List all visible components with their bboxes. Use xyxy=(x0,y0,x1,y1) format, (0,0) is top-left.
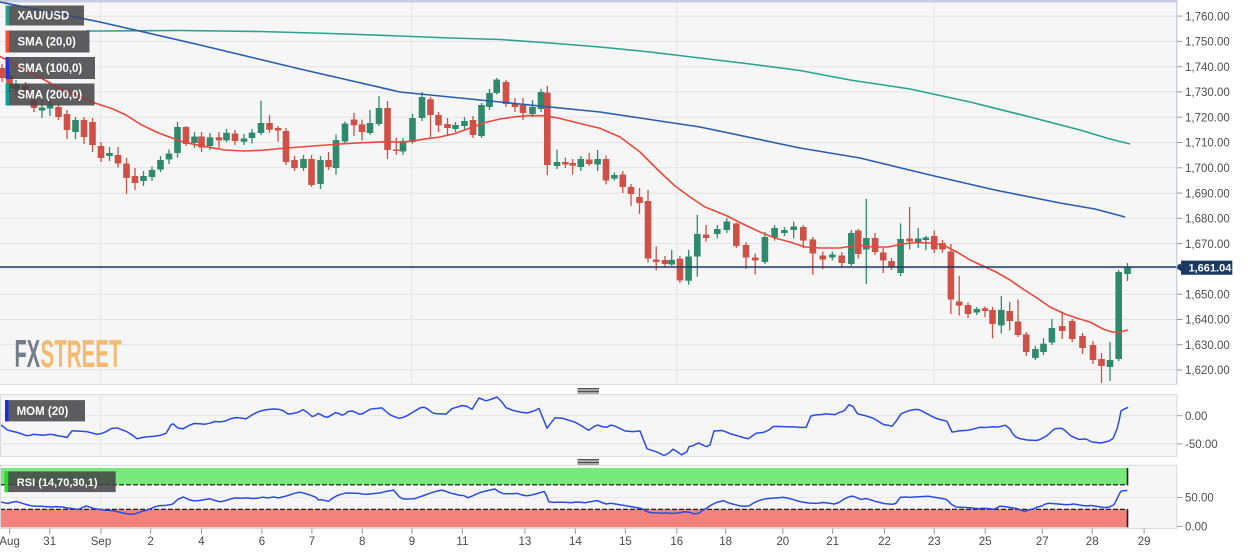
svg-text:27: 27 xyxy=(1036,536,1049,548)
svg-text:1,700.00: 1,700.00 xyxy=(1185,163,1230,175)
svg-text:1,650.00: 1,650.00 xyxy=(1185,289,1230,301)
svg-text:14: 14 xyxy=(569,536,582,548)
svg-text:1,730.00: 1,730.00 xyxy=(1185,87,1230,99)
svg-text:1,640.00: 1,640.00 xyxy=(1185,315,1230,327)
svg-text:4: 4 xyxy=(198,536,205,548)
svg-text:SMA (200,0): SMA (200,0) xyxy=(18,90,83,102)
svg-text:8: 8 xyxy=(359,536,365,548)
svg-text:1,630.00: 1,630.00 xyxy=(1185,340,1230,352)
svg-text:20: 20 xyxy=(776,536,789,548)
svg-text:1,661.04: 1,661.04 xyxy=(1189,263,1233,275)
svg-text:11: 11 xyxy=(456,536,468,548)
svg-text:21: 21 xyxy=(826,536,839,548)
svg-text:28: 28 xyxy=(1086,536,1099,548)
svg-text:-50.00: -50.00 xyxy=(1185,439,1218,451)
svg-text:1,680.00: 1,680.00 xyxy=(1185,214,1230,226)
svg-text:1,670.00: 1,670.00 xyxy=(1185,239,1230,251)
svg-text:0.00: 0.00 xyxy=(1185,411,1207,423)
svg-text:XAU/USD: XAU/USD xyxy=(18,11,70,23)
svg-text:1,760.00: 1,760.00 xyxy=(1185,11,1230,23)
svg-text:1,710.00: 1,710.00 xyxy=(1185,138,1230,150)
svg-text:0.00: 0.00 xyxy=(1185,522,1207,534)
svg-text:29: 29 xyxy=(1138,536,1151,548)
svg-text:Sep: Sep xyxy=(91,536,111,548)
svg-text:23: 23 xyxy=(928,536,941,548)
svg-text:1,620.00: 1,620.00 xyxy=(1185,365,1230,377)
svg-text:25: 25 xyxy=(979,536,992,548)
svg-text:18: 18 xyxy=(719,536,732,548)
svg-text:FX: FX xyxy=(15,333,41,376)
svg-text:50.00: 50.00 xyxy=(1185,493,1214,505)
svg-text:13: 13 xyxy=(519,536,532,548)
svg-text:16: 16 xyxy=(670,536,683,548)
svg-text:2: 2 xyxy=(147,536,153,548)
svg-text:1,740.00: 1,740.00 xyxy=(1185,62,1230,74)
svg-text:1,690.00: 1,690.00 xyxy=(1185,188,1230,200)
svg-text:RSI (14,70,30,1): RSI (14,70,30,1) xyxy=(17,477,98,489)
svg-text:STREET: STREET xyxy=(41,333,122,376)
svg-text:1,750.00: 1,750.00 xyxy=(1185,37,1230,49)
svg-text:MOM (20): MOM (20) xyxy=(17,406,69,418)
svg-text:31: 31 xyxy=(43,536,56,548)
svg-text:SMA (100,0): SMA (100,0) xyxy=(18,63,83,75)
svg-text:Aug: Aug xyxy=(0,536,20,548)
svg-text:9: 9 xyxy=(409,536,415,548)
svg-text:15: 15 xyxy=(619,536,632,548)
svg-text:SMA (20,0): SMA (20,0) xyxy=(18,37,77,49)
svg-text:7: 7 xyxy=(309,536,315,548)
svg-text:1,720.00: 1,720.00 xyxy=(1185,112,1230,124)
svg-text:6: 6 xyxy=(259,536,265,548)
svg-text:22: 22 xyxy=(878,536,891,548)
